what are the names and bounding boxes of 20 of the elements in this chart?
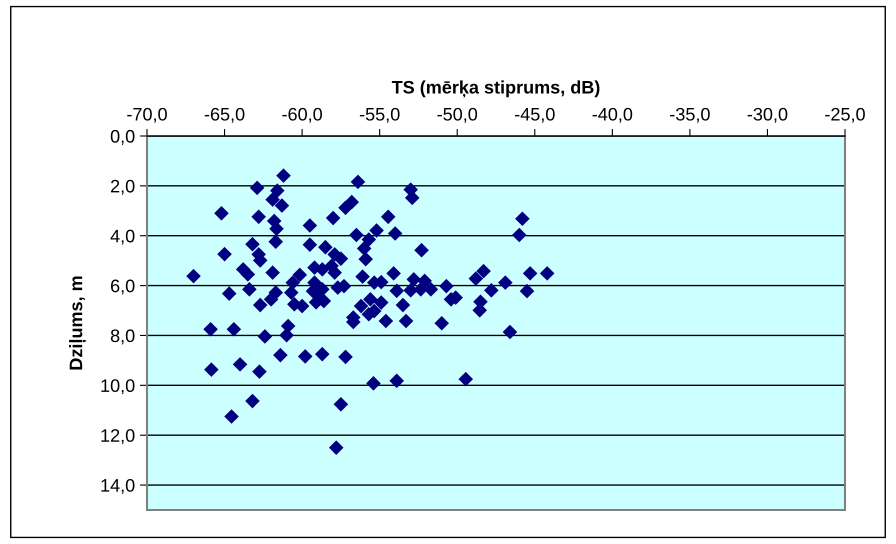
x-tick-label: -65,0 bbox=[204, 108, 244, 123]
y-tick-label: 10,0 bbox=[101, 379, 134, 394]
x-tick-label: -55,0 bbox=[360, 108, 400, 123]
y-tick-label: 0,0 bbox=[110, 130, 134, 145]
x-tick-label: -45,0 bbox=[515, 108, 555, 123]
y-tick-label: 12,0 bbox=[101, 429, 134, 444]
y-tick-label: 2,0 bbox=[111, 180, 134, 195]
y-tick-label: 6,0 bbox=[111, 280, 134, 294]
y-tick-label: 8,0 bbox=[110, 329, 134, 344]
x-tick-label: -40,0 bbox=[592, 108, 632, 123]
x-tick-label: -30,0 bbox=[748, 108, 788, 123]
x-tick-label: -70,0 bbox=[127, 108, 167, 123]
x-tick-label: -35,0 bbox=[670, 108, 710, 123]
y-tick-label: 14,0 bbox=[101, 479, 134, 494]
x-tick-label: -60,0 bbox=[282, 108, 322, 123]
x-tick-label: -25,0 bbox=[825, 108, 865, 123]
x-axis-title: TS (mērķa stiprums, dB) bbox=[392, 80, 600, 98]
y-axis-title: Dziļums, m bbox=[69, 276, 86, 370]
y-tick-label: 4,0 bbox=[110, 230, 134, 245]
x-tick-label: -50,0 bbox=[437, 108, 478, 123]
